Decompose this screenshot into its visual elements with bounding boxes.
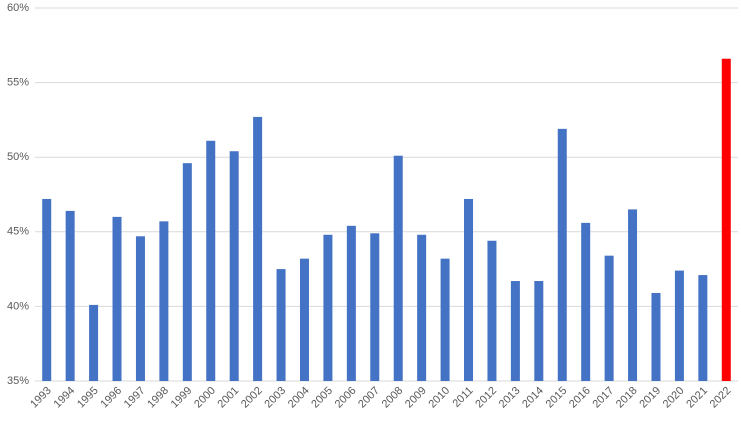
y-tick-label: 50% (7, 151, 29, 163)
bar (135, 236, 145, 381)
x-tick-label: 2006 (333, 385, 359, 411)
bar (112, 216, 122, 381)
x-tick-label: 2012 (473, 385, 499, 411)
x-tick-label: 2009 (403, 385, 429, 411)
x-tick-label: 2019 (637, 385, 663, 411)
y-tick-label: 45% (7, 226, 29, 238)
bar (487, 240, 497, 381)
x-tick-label: 2015 (544, 385, 570, 411)
bar (464, 198, 474, 381)
bar (651, 292, 661, 381)
x-tick-label: 2018 (614, 385, 640, 411)
x-tick-label: 1994 (52, 385, 78, 411)
x-tick-label: 1996 (98, 385, 124, 411)
x-tick-label: 2005 (309, 385, 335, 411)
bar (346, 225, 356, 381)
bar (674, 270, 684, 381)
bar (417, 234, 427, 381)
x-tick-label: 2020 (661, 385, 687, 411)
x-tick-label: 2007 (356, 385, 382, 411)
bar (65, 210, 75, 381)
y-tick-label: 60% (7, 2, 29, 14)
x-tick-label: 2008 (380, 385, 406, 411)
x-tick-label: 2004 (286, 385, 312, 411)
bar (698, 275, 708, 381)
bar (206, 140, 216, 381)
x-tick-label: 2001 (216, 385, 242, 411)
bar (440, 258, 450, 381)
x-tick-label: 2010 (426, 385, 452, 411)
x-tick-label: 2014 (520, 385, 546, 411)
x-tick-label: 2011 (450, 385, 475, 410)
x-tick-label: 1997 (122, 385, 148, 411)
x-tick-label: 1993 (28, 385, 54, 411)
bar (393, 155, 403, 381)
bar (370, 233, 380, 381)
bar (721, 58, 731, 382)
x-tick-label: 2021 (684, 385, 710, 411)
bar (604, 255, 614, 381)
x-tick-label: 1995 (75, 385, 101, 411)
x-tick-label: 1999 (169, 385, 195, 411)
bar (510, 281, 520, 381)
x-tick-label: 1998 (145, 385, 171, 411)
bar (299, 258, 309, 381)
bar (42, 198, 52, 381)
bar (323, 234, 333, 381)
x-tick-label: 2003 (262, 385, 288, 411)
x-tick-label: 2002 (239, 385, 265, 411)
bar (229, 151, 239, 381)
x-tick-label: 2000 (192, 385, 218, 411)
y-tick-label: 55% (7, 77, 29, 89)
x-tick-label: 2013 (497, 385, 523, 411)
bar (182, 163, 192, 381)
bar (581, 222, 591, 381)
bar (534, 281, 544, 381)
bar (628, 209, 638, 381)
x-tick-label: 2017 (590, 385, 616, 411)
bar (253, 116, 263, 381)
bar (89, 304, 99, 381)
y-tick-label: 35% (7, 375, 29, 387)
bar (159, 221, 169, 381)
y-tick-label: 40% (7, 300, 29, 312)
bar (557, 128, 567, 381)
x-tick-label: 2022 (708, 385, 734, 411)
x-tick-label: 2016 (567, 385, 593, 411)
bar (276, 269, 286, 381)
